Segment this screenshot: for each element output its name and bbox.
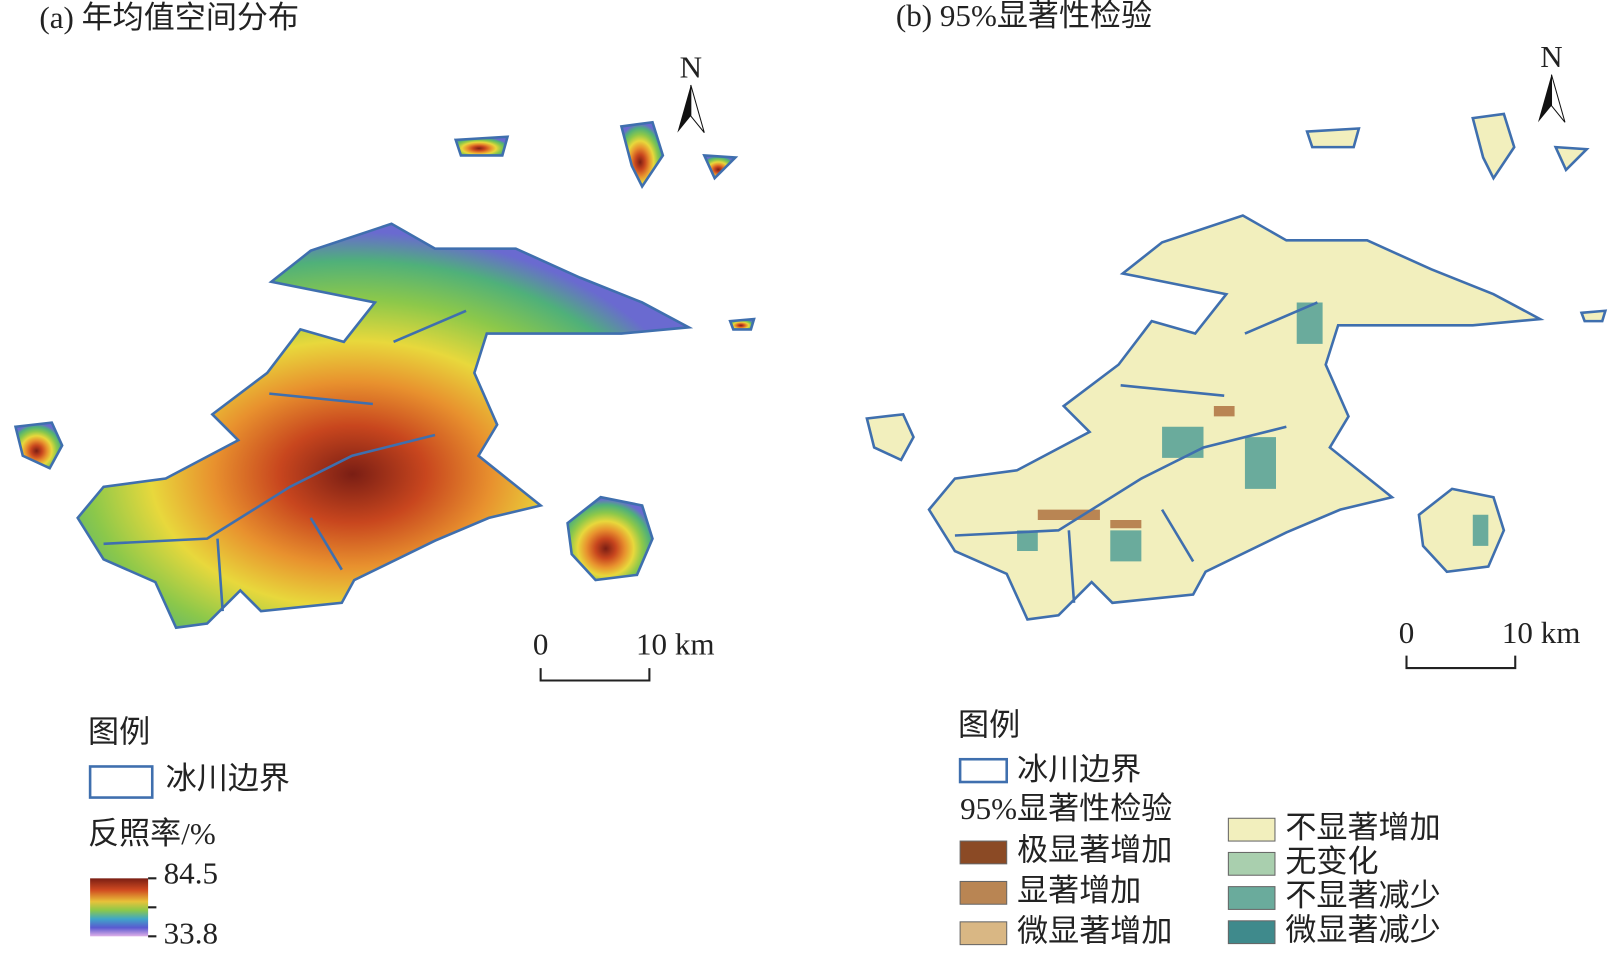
north-label: N: [680, 50, 702, 85]
panel-title: (a) 年均值空间分布: [39, 0, 299, 35]
scale-bar: [539, 668, 651, 682]
legend-label: 冰川边界: [166, 761, 290, 796]
colorbar: [90, 878, 149, 937]
scale-label: 10 km: [1502, 615, 1581, 650]
significance-map: [866, 113, 1606, 620]
panel-title: (b) 95%显著性检验: [896, 0, 1152, 33]
scale-label: 10 km: [636, 627, 715, 662]
legend-label: 极显著增加: [1017, 833, 1172, 868]
legend-label: 微显著增加: [1017, 913, 1172, 948]
significance-patch: [1037, 406, 1235, 529]
colorbar-label: 84.5: [164, 855, 218, 890]
colorbar-label: 33.8: [164, 915, 218, 950]
legend-label: 不显著减少: [1285, 878, 1440, 913]
legend-title: 图例: [88, 715, 150, 750]
north-arrow: [677, 84, 691, 133]
legend-label: 无变化: [1285, 844, 1378, 879]
north-arrow: [690, 84, 705, 133]
albedo-map: [15, 122, 755, 628]
colorbar-title: 反照率/%: [88, 816, 216, 851]
legend-swatch: [958, 757, 1009, 784]
legend-swatch: [1227, 851, 1276, 876]
legend-swatch: [88, 765, 154, 799]
north-arrow: [1538, 74, 1552, 123]
glacier-boundary: [103, 309, 467, 612]
legend-label: 微显著减少: [1285, 912, 1440, 947]
scale-label: 0: [533, 627, 549, 662]
scale-bar: [1405, 655, 1517, 670]
legend-subtitle: 95%显著性检验: [960, 791, 1172, 826]
glacier-boundary: [954, 301, 1318, 603]
north-arrow: [1550, 74, 1566, 123]
legend-swatch: [959, 840, 1008, 865]
legend-swatch: [1227, 817, 1276, 842]
legend-label: 冰川边界: [1017, 752, 1141, 787]
legend-swatch: [1227, 920, 1276, 945]
colorbar-tick: [148, 877, 157, 938]
scale-label: 0: [1399, 615, 1415, 650]
legend-label: 不显著增加: [1285, 810, 1440, 845]
legend-title: 图例: [958, 707, 1020, 742]
legend-label: 显著增加: [1017, 873, 1141, 908]
north-label: N: [1540, 39, 1562, 74]
legend-swatch: [959, 880, 1008, 905]
legend-swatch: [1227, 886, 1276, 910]
legend-swatch: [959, 921, 1008, 946]
